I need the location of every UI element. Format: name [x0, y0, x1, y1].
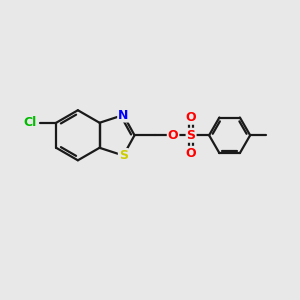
- Text: O: O: [168, 129, 178, 142]
- Text: S: S: [119, 149, 128, 162]
- Text: N: N: [118, 109, 128, 122]
- Text: S: S: [187, 129, 196, 142]
- Text: O: O: [186, 147, 196, 160]
- Text: O: O: [186, 111, 196, 124]
- Text: Cl: Cl: [23, 116, 36, 129]
